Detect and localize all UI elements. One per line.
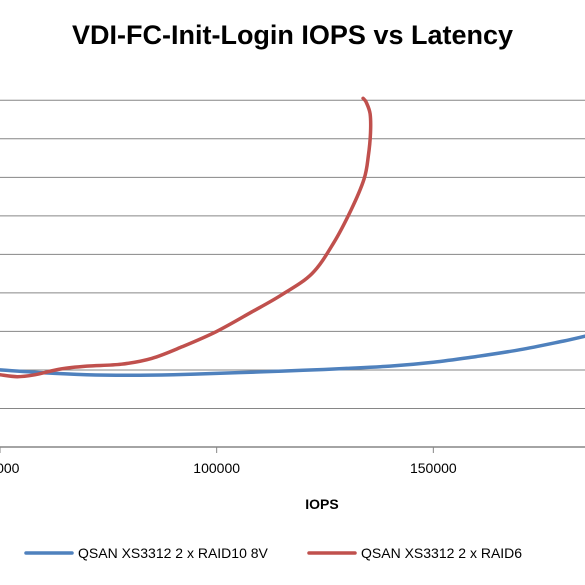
x-tick-label: 150000: [410, 460, 457, 476]
x-tick-label: 100000: [193, 460, 240, 476]
legend-label: QSAN XS3312 2 x RAID6: [361, 545, 522, 561]
grid-layer: [0, 99, 585, 409]
chart-title: VDI-FC-Init-Login IOPS vs Latency: [71, 20, 514, 50]
legend-item: QSAN XS3312 2 x RAID6: [307, 545, 522, 561]
series-layer: [0, 96, 585, 379]
legend-label: QSAN XS3312 2 x RAID10 8V: [78, 545, 269, 561]
x-axis-label: IOPS: [305, 496, 338, 512]
legend: QSAN XS3312 2 x RAID10 8V QSAN XS3312 2 x…: [24, 545, 522, 561]
series-line-2: [0, 96, 373, 379]
tick-layer: 50000 100000 150000: [0, 447, 457, 476]
legend-item: QSAN XS3312 2 x RAID10 8V: [24, 545, 269, 561]
series-line-1: [0, 334, 585, 378]
x-tick-label: 50000: [0, 460, 20, 476]
